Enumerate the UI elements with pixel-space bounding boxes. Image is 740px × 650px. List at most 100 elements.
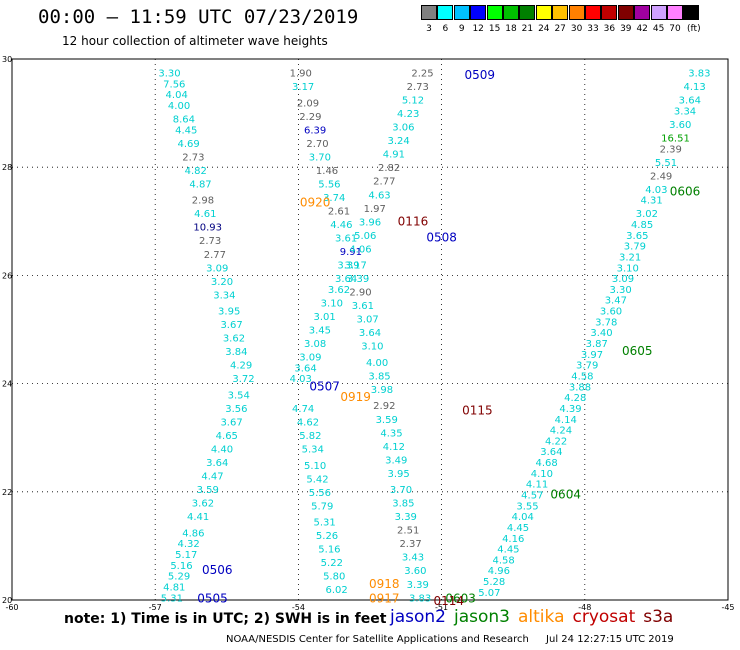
x-tick-label: -48	[578, 603, 591, 612]
wave-height-value: 4.32	[177, 539, 199, 550]
wave-height-value: 4.11	[526, 480, 548, 491]
wave-height-value: 3.67	[220, 320, 242, 331]
wave-height-value: 4.24	[550, 426, 572, 437]
wave-height-value: 3.70	[390, 485, 412, 496]
scale-swatch	[503, 5, 519, 20]
wave-height-value: 3.30	[158, 69, 180, 80]
wave-height-value: 1.97	[364, 204, 386, 215]
wave-height-value: 1.46	[316, 166, 338, 177]
satellite-legend: jason2 jason3 altika cryosat s3a	[390, 607, 681, 627]
pass-time-label: 0603	[445, 591, 476, 605]
wave-height-value: 5.31	[161, 593, 183, 604]
wave-height-value: 4.45	[175, 125, 197, 136]
map-grid	[11, 58, 729, 601]
wave-height-value: 4.61	[194, 209, 216, 220]
scale-swatch	[486, 5, 503, 20]
wave-height-value: 3.78	[595, 317, 617, 328]
wave-height-value: 5.82	[299, 431, 321, 442]
wave-height-value: 3.88	[569, 382, 591, 393]
axis-labels: -60 -57 -54 -51 -48 -45 30 28 26 24 22 20	[2, 55, 735, 612]
wave-height-value: 3.09	[206, 263, 228, 274]
wave-height-value: 8.64	[173, 115, 195, 126]
y-tick-label: 24	[2, 380, 12, 389]
wave-height-value: 2.25	[411, 69, 433, 80]
wave-height-value: 3.21	[619, 252, 641, 263]
scale-swatch	[634, 5, 651, 20]
wave-height-value: 3.09	[299, 353, 321, 364]
scale-swatch	[650, 5, 667, 20]
wave-height-value: 3.45	[309, 326, 331, 337]
wave-height-value: 2.61	[328, 206, 350, 217]
wave-height-value: 5.51	[655, 158, 677, 169]
wave-height-value: 5.34	[302, 445, 324, 456]
map-frame	[11, 58, 729, 601]
pass-time-label: 0115	[462, 404, 493, 418]
wave-height-value: 2.37	[399, 539, 421, 550]
wave-height-value: 3.85	[368, 371, 390, 382]
wave-height-value: 3.10	[361, 342, 383, 353]
wave-height-value: 3.70	[309, 152, 331, 163]
wave-height-value: 6.02	[325, 585, 347, 596]
pass-time-label: 0116	[398, 214, 429, 228]
wave-height-value: 2.73	[199, 236, 221, 247]
wave-height-value: 3.02	[636, 209, 658, 220]
wave-height-value: 2.70	[306, 139, 328, 150]
wave-height-value: 5.29	[168, 572, 190, 583]
wave-height-value: 4.69	[177, 139, 199, 150]
wave-height-value: 3.60	[600, 307, 622, 318]
wave-height-value: 10.93	[193, 223, 222, 234]
wave-height-value: 3.54	[228, 390, 250, 401]
scale-swatch	[667, 5, 683, 20]
wave-height-value: 5.28	[483, 577, 505, 588]
wave-height-value: 4.00	[168, 101, 190, 112]
wave-height-value: 5.07	[478, 588, 500, 599]
pass-time-label: 0509	[465, 68, 496, 82]
wave-height-value: 3.61	[352, 301, 374, 312]
pass-time-label: 0508	[426, 231, 457, 245]
wave-height-value: 3.83	[409, 593, 431, 604]
page-subtitle: 12 hour collection of altimeter wave hei…	[62, 34, 328, 48]
wave-height-value: 4.57	[521, 491, 543, 502]
wave-height-value: 3.34	[213, 290, 235, 301]
legend-item: jason2	[390, 607, 446, 627]
wave-height-value: 5.80	[323, 572, 345, 583]
wave-height-value: 3.65	[626, 231, 648, 242]
wave-height-value: 3.17	[345, 261, 367, 272]
legend-item: altika	[518, 607, 565, 627]
wave-height-value: 3.08	[304, 339, 326, 350]
wave-height-value: 3.09	[612, 274, 634, 285]
wave-height-value: 2.98	[192, 196, 214, 207]
x-tick-label: -45	[721, 603, 734, 612]
wave-height-value: 4.74	[292, 404, 314, 415]
scale-label: 39	[620, 24, 632, 34]
track-west-descending: 3.307.564.044.00 8.644.45 4.69 2.73 4.82 4.87…	[158, 69, 254, 605]
wave-height-value: 4.45	[507, 523, 529, 534]
wave-height-value: 4.85	[631, 220, 653, 231]
scale-swatch	[421, 5, 437, 20]
wave-height-value: 4.81	[163, 582, 185, 593]
wave-height-value: 4.16	[502, 534, 524, 545]
wave-height-value: 2.73	[182, 152, 204, 163]
y-tick-label: 26	[2, 271, 12, 280]
wave-height-value: 3.20	[211, 277, 233, 288]
x-tick-label: -54	[292, 603, 305, 612]
wave-height-value: 3.56	[225, 404, 247, 415]
pass-time-label: 0918	[369, 577, 400, 591]
wave-height-value: 4.86	[182, 528, 204, 539]
scale-label: 9	[458, 24, 465, 34]
legend-item: jason3	[454, 607, 510, 627]
wave-height-value: 3.06	[392, 123, 414, 134]
scale-swatch	[585, 5, 601, 20]
wave-height-value: 2.09	[297, 98, 319, 109]
x-tick-label: -51	[435, 603, 448, 612]
wave-height-value: 3.72	[232, 374, 254, 385]
wave-height-value: 3.96	[359, 217, 381, 228]
wave-height-value: 3.47	[605, 296, 627, 307]
wave-height-value: 3.64	[540, 447, 562, 458]
wave-height-value: 3.49	[385, 455, 407, 466]
pass-time-label: 0506	[202, 563, 233, 577]
wave-height-value: 3.59	[376, 415, 398, 426]
scale-label: 70	[669, 24, 681, 34]
wave-height-value: 5.06	[354, 231, 376, 242]
